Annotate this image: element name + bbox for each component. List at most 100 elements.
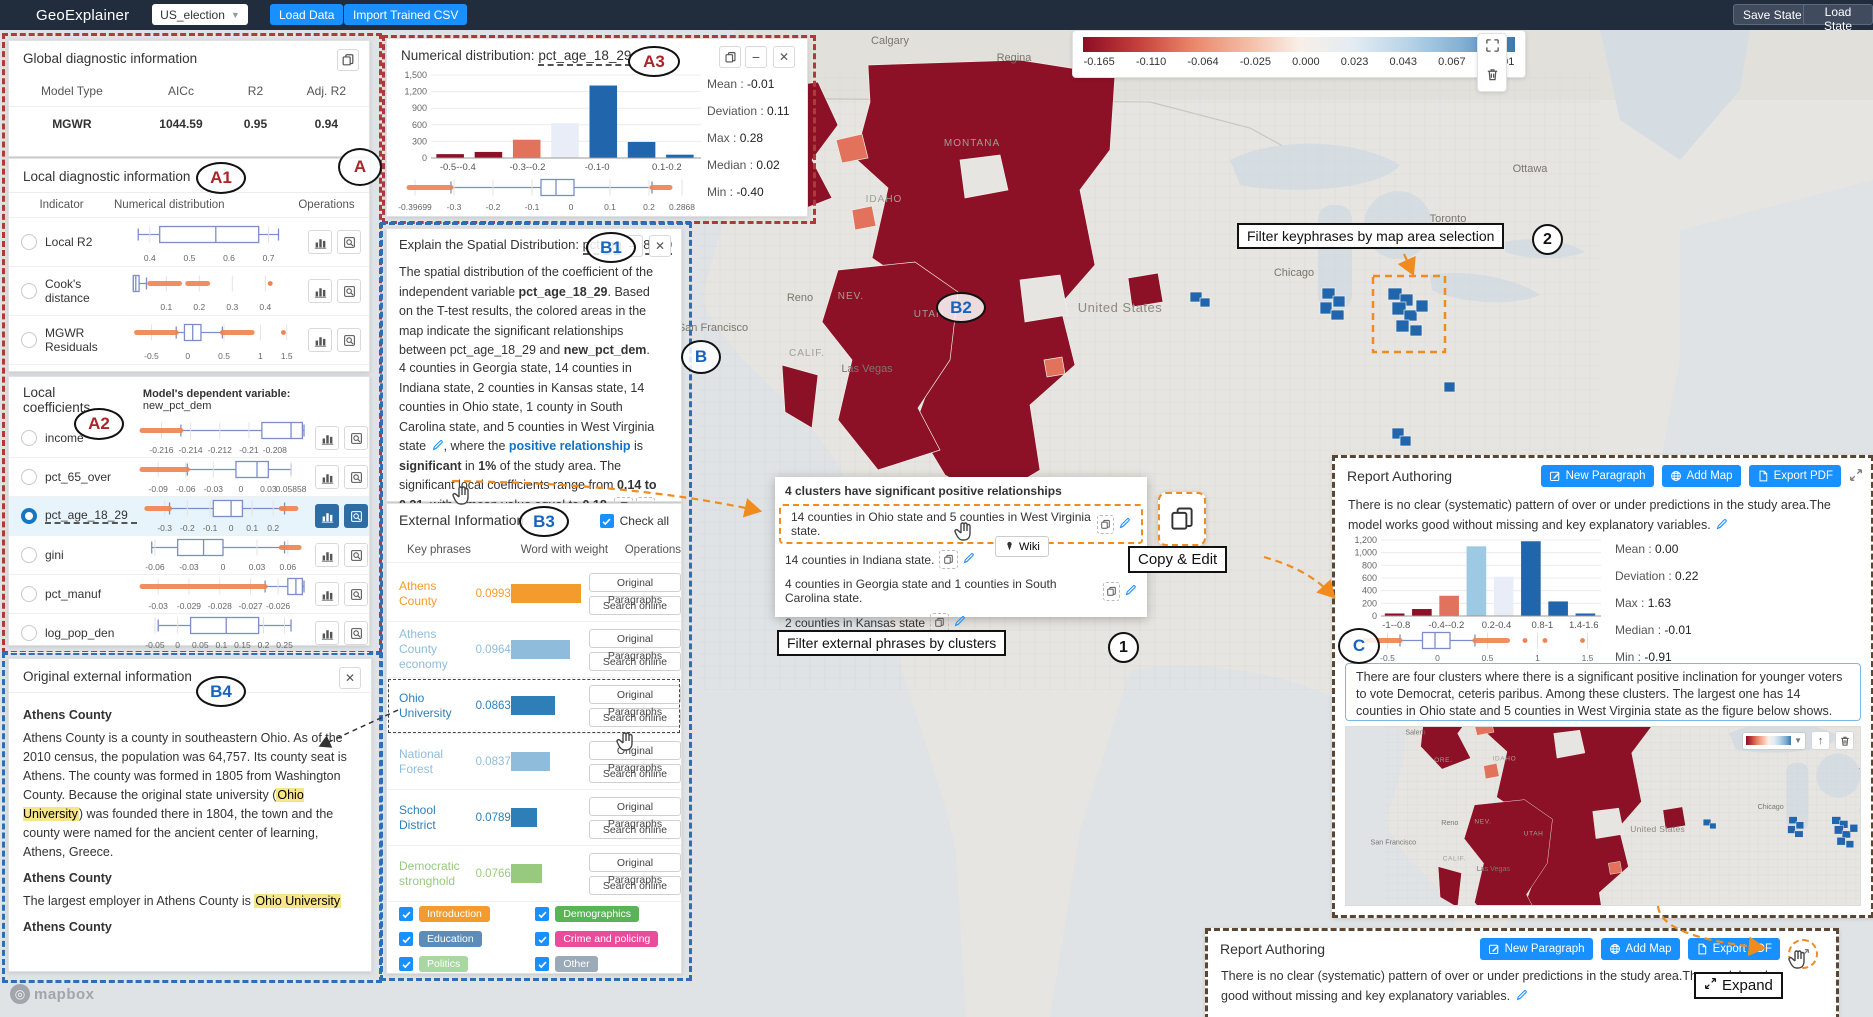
trash-icon[interactable] — [1835, 731, 1854, 750]
edit-icon[interactable] — [430, 439, 444, 453]
color-scale-select[interactable]: ▼ — [1742, 731, 1806, 750]
copy-icon[interactable] — [719, 46, 741, 68]
map-view-icon[interactable] — [337, 328, 361, 352]
new-paragraph-button[interactable]: New Paragraph — [1540, 465, 1654, 487]
tag-label[interactable]: Introduction — [419, 906, 490, 922]
load-data-button[interactable]: Load Data — [270, 4, 344, 25]
map-view-icon[interactable] — [344, 582, 368, 606]
coefficient-radio[interactable] — [21, 547, 37, 563]
coefficient-radio[interactable] — [21, 430, 37, 446]
map-view-icon[interactable] — [344, 543, 368, 567]
coefficient-radio[interactable] — [21, 586, 37, 602]
dataset-select[interactable]: US_election ▼ — [152, 4, 248, 25]
histogram-icon[interactable] — [315, 582, 339, 606]
search-online-button[interactable]: Search online — [589, 707, 681, 727]
tag-checkbox[interactable] — [399, 907, 413, 921]
coefficient-radio[interactable] — [21, 469, 37, 485]
edit-icon[interactable] — [1714, 518, 1728, 532]
tag-label[interactable]: Crime and policing — [555, 931, 659, 947]
load-state-button[interactable]: Load State — [1803, 4, 1873, 33]
export-pdf-button[interactable]: Export PDF — [1687, 938, 1780, 960]
histogram-icon[interactable] — [308, 230, 332, 254]
original-paragraphs-button[interactable]: Original Paragraphs — [589, 740, 681, 774]
minimize-icon[interactable]: − — [745, 46, 767, 68]
coefficient-row-pct_age_18_29[interactable]: pct_age_18_29 -0.3 -0.2 -0.1 0 0.1 0.2 — [9, 497, 369, 536]
keyphrase-label[interactable]: Athens County economy — [399, 627, 448, 671]
edit-icon[interactable] — [1119, 517, 1131, 532]
cluster-item[interactable]: 2 counties in Kansas state — [775, 609, 1147, 636]
original-paragraphs-button[interactable]: Original Paragraphs — [589, 852, 681, 886]
check-all-checkbox[interactable] — [599, 514, 614, 528]
map-view-icon[interactable] — [344, 426, 368, 450]
cluster-item[interactable]: 14 counties in Indiana state. — [775, 546, 1147, 573]
close-icon[interactable]: ✕ — [649, 235, 671, 257]
close-icon[interactable]: ✕ — [773, 46, 795, 68]
indicator-radio[interactable] — [21, 283, 37, 299]
keyphrase-label[interactable]: National Forest — [399, 746, 444, 776]
close-icon[interactable]: ✕ — [339, 667, 361, 689]
new-paragraph-button[interactable]: New Paragraph — [1479, 938, 1593, 960]
save-state-button[interactable]: Save State — [1733, 4, 1812, 25]
keyphrase-label[interactable]: School District — [399, 802, 436, 832]
map-view-icon[interactable] — [344, 504, 368, 528]
search-online-button[interactable]: Search online — [589, 651, 681, 671]
tag-checkbox[interactable] — [535, 907, 550, 921]
copy-icon[interactable] — [939, 550, 959, 569]
edit-icon[interactable] — [954, 615, 966, 630]
coefficient-radio[interactable] — [21, 625, 37, 641]
coefficient-row-log_pop_den[interactable]: log_pop_den -0.05 0 0.05 0.1 0.15 0.2 0.25 — [9, 614, 369, 653]
map-view-icon[interactable] — [344, 621, 368, 645]
tag-checkbox[interactable] — [399, 932, 413, 946]
report-text-input[interactable]: There are four clusters where there is a… — [1345, 663, 1861, 721]
tag-checkbox[interactable] — [535, 957, 550, 971]
tag-checkbox[interactable] — [535, 932, 550, 946]
tag-checkbox[interactable] — [399, 957, 413, 971]
edit-icon[interactable] — [1514, 989, 1528, 1003]
coefficient-row-income[interactable]: income -0.216 -0.214 -0.212 -0.21 -0.208 — [9, 419, 369, 458]
original-paragraphs-button[interactable]: Original Paragraphs — [589, 684, 681, 718]
export-pdf-button[interactable]: Export PDF — [1748, 465, 1841, 487]
map-view-icon[interactable] — [337, 279, 361, 303]
expand-icon[interactable] — [1788, 939, 1818, 969]
search-online-button[interactable]: Search online — [589, 875, 681, 895]
coefficient-row-pct_65_over[interactable]: pct_65_over -0.09 -0.06 -0.03 0 0.03 0.05858 — [9, 458, 369, 497]
trash-icon[interactable] — [1485, 67, 1500, 87]
coefficient-radio[interactable] — [21, 508, 37, 524]
histogram-icon[interactable] — [315, 465, 339, 489]
add-map-button[interactable]: Add Map — [1600, 938, 1680, 960]
coefficient-row-gini[interactable]: gini -0.06 -0.03 0 0.03 0.06 — [9, 536, 369, 575]
search-online-button[interactable]: Search online — [589, 763, 681, 783]
cluster-item[interactable]: 14 counties in Ohio state and 5 counties… — [779, 504, 1143, 544]
tag-label[interactable]: Education — [419, 931, 482, 947]
coefficient-row-pct_manuf[interactable]: pct_manuf -0.03 -0.029 -0.028 -0.027 -0.026 — [9, 575, 369, 614]
import-csv-button[interactable]: Import Trained CSV — [344, 4, 468, 25]
histogram-icon[interactable] — [315, 621, 339, 645]
expand-icon[interactable] — [1849, 468, 1863, 487]
wiki-button[interactable]: Wiki — [995, 536, 1049, 557]
tag-label[interactable]: Demographics — [555, 906, 640, 922]
copy-icon[interactable] — [337, 49, 359, 71]
histogram-icon[interactable] — [308, 328, 332, 352]
indicator-radio[interactable] — [21, 332, 37, 348]
original-paragraphs-button[interactable]: Original Paragraphs — [589, 628, 681, 662]
copy-icon[interactable] — [1102, 581, 1120, 601]
map-view-icon[interactable] — [344, 465, 368, 489]
add-map-button[interactable]: Add Map — [1661, 465, 1741, 487]
edit-icon[interactable] — [963, 552, 975, 567]
search-online-button[interactable]: Search online — [589, 819, 681, 839]
keyphrase-label[interactable]: Athens County — [399, 578, 438, 608]
copy-icon[interactable] — [1096, 514, 1114, 534]
area-select-icon[interactable] — [1485, 38, 1500, 58]
keyphrase-label[interactable]: Democratic stronghold — [399, 858, 460, 888]
keyphrase-label[interactable]: Ohio University — [399, 690, 452, 720]
histogram-icon[interactable] — [308, 279, 332, 303]
cluster-item[interactable]: 4 counties in Georgia state and 1 counti… — [775, 573, 1147, 609]
histogram-icon[interactable] — [315, 543, 339, 567]
histogram-icon[interactable] — [315, 504, 339, 528]
tag-label[interactable]: Other — [555, 956, 598, 972]
tag-label[interactable]: Politics — [419, 956, 469, 972]
original-paragraphs-button[interactable]: Original Paragraphs — [589, 572, 681, 606]
indicator-radio[interactable] — [21, 234, 37, 250]
original-paragraphs-button[interactable]: Original Paragraphs — [589, 796, 681, 830]
map-view-icon[interactable] — [337, 230, 361, 254]
